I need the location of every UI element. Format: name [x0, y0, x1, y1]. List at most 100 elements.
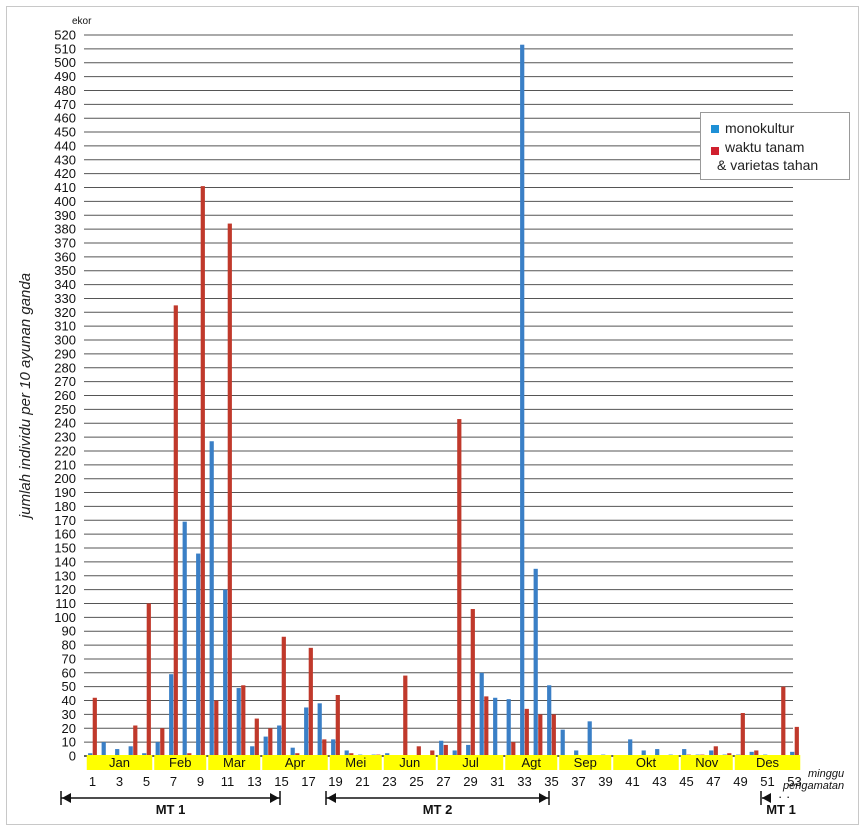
- bar-waktu-tanam-week-19: [335, 694, 340, 756]
- bar-waktu-tanam-week-17: [308, 647, 313, 756]
- bar-monokultur-week-2: [101, 742, 106, 756]
- x-tick-label: 37: [571, 774, 585, 789]
- y-tick-label: 410: [54, 180, 76, 195]
- x-tick-label: 53: [787, 774, 801, 789]
- y-tick-label: 520: [54, 28, 76, 43]
- y-tick-label: 440: [54, 138, 76, 153]
- month-band-apr: [262, 755, 328, 770]
- y-tick-label: 210: [54, 457, 76, 472]
- bar-waktu-tanam-week-5: [146, 603, 151, 756]
- bar-waktu-tanam-week-14: [268, 728, 273, 756]
- legend-label-waktu-tanam: waktu tanam: [725, 139, 805, 155]
- bar-monokultur-week-18: [317, 703, 322, 756]
- bar-monokultur-week-29: [466, 744, 471, 756]
- month-label-okt: Okt: [636, 755, 657, 770]
- x-tick-label: 1: [89, 774, 96, 789]
- bar-monokultur-week-9: [196, 553, 201, 756]
- bar-monokultur-week-15: [277, 725, 282, 756]
- x-tick-label: 47: [706, 774, 720, 789]
- legend-label-varietas-tahan: & varietas tahan: [717, 157, 819, 173]
- bar-waktu-tanam-week-13: [254, 718, 259, 756]
- x-tick-label: 27: [436, 774, 450, 789]
- y-unit-label: ekor: [72, 16, 92, 27]
- x-tick-label: 45: [679, 774, 693, 789]
- y-tick-label: 510: [54, 41, 76, 56]
- bar-monokultur-week-16: [290, 747, 295, 756]
- month-label-jul: Jul: [462, 755, 479, 770]
- month-band-jun: [383, 755, 436, 770]
- y-tick-label: 450: [54, 125, 76, 140]
- bar-waktu-tanam-week-8: [187, 753, 192, 756]
- month-band-okt: [613, 755, 679, 770]
- month-label-des: Des: [756, 755, 780, 770]
- period-arrow-head-left: [327, 793, 336, 803]
- bar-monokultur-week-38: [587, 721, 592, 756]
- y-tick-label: 260: [54, 388, 76, 403]
- y-tick-label: 10: [62, 735, 76, 750]
- y-tick-label: 130: [54, 568, 76, 583]
- bar-waktu-tanam-week-9: [200, 186, 205, 756]
- y-tick-label: 350: [54, 263, 76, 278]
- y-tick-label: 360: [54, 249, 76, 264]
- x-tick-label: 7: [170, 774, 177, 789]
- x-axis-title-line2: pengamatan: [782, 780, 844, 792]
- y-tick-label: 380: [54, 222, 76, 237]
- y-tick-label: 150: [54, 541, 76, 556]
- y-tick-label: 70: [62, 651, 76, 666]
- bar-monokultur-week-23: [385, 753, 390, 756]
- bar-monokultur-week-10: [209, 441, 214, 756]
- period-label: MT 1: [156, 802, 186, 817]
- bar-waktu-tanam-week-26: [430, 750, 435, 756]
- y-tick-label: 470: [54, 97, 76, 112]
- y-tick-label: 330: [54, 291, 76, 306]
- bar-monokultur-week-37: [574, 750, 579, 756]
- bar-waktu-tanam-week-33: [524, 708, 529, 756]
- y-tick-label: 420: [54, 166, 76, 181]
- bar-monokultur-week-4: [128, 746, 133, 756]
- y-tick-label: 370: [54, 235, 76, 250]
- bar-monokultur-week-31: [493, 697, 498, 756]
- y-tick-label: 170: [54, 513, 76, 528]
- bar-monokultur-week-5: [142, 753, 147, 756]
- y-tick-label: 100: [54, 610, 76, 625]
- y-tick-label: 390: [54, 208, 76, 223]
- month-band-agt: [505, 755, 558, 770]
- bar-waktu-tanam-week-32: [511, 742, 516, 756]
- x-tick-label: 29: [463, 774, 477, 789]
- month-label-apr: Apr: [285, 755, 306, 770]
- bar-monokultur-week-53: [790, 751, 795, 756]
- bar-monokultur-week-28: [452, 750, 457, 756]
- bar-monokultur-week-30: [479, 672, 484, 756]
- y-tick-label: 140: [54, 554, 76, 569]
- bar-monokultur-week-3: [115, 749, 120, 756]
- y-tick-label: 240: [54, 416, 76, 431]
- bar-monokultur-week-27: [439, 740, 444, 756]
- y-tick-label: 270: [54, 374, 76, 389]
- bar-waktu-tanam-week-49: [740, 713, 745, 756]
- x-tick-label: 13: [247, 774, 261, 789]
- y-tick-label: 40: [62, 693, 76, 708]
- y-tick-label: 180: [54, 499, 76, 514]
- bar-monokultur-week-41: [628, 739, 633, 756]
- y-tick-label: 500: [54, 55, 76, 70]
- y-tick-label: 160: [54, 527, 76, 542]
- y-tick-label: 60: [62, 665, 76, 680]
- bar-monokultur-week-32: [506, 699, 511, 756]
- month-band-mar: [208, 755, 261, 770]
- x-axis-title-line1: minggu: [808, 768, 844, 780]
- bar-waktu-tanam-week-47: [713, 746, 718, 756]
- y-tick-label: 300: [54, 333, 76, 348]
- x-tick-label: 17: [301, 774, 315, 789]
- x-tick-label: 39: [598, 774, 612, 789]
- month-label-nov: Nov: [695, 755, 719, 770]
- x-tick-label: 49: [733, 774, 747, 789]
- month-band-nov: [680, 755, 733, 770]
- bar-monokultur-week-6: [155, 742, 160, 756]
- legend-swatch-blue: [711, 125, 719, 133]
- y-tick-label: 220: [54, 443, 76, 458]
- bar-monokultur-week-47: [709, 750, 714, 756]
- x-tick-label: 35: [544, 774, 558, 789]
- x-tick-label: 23: [382, 774, 396, 789]
- y-tick-label: 90: [62, 624, 76, 639]
